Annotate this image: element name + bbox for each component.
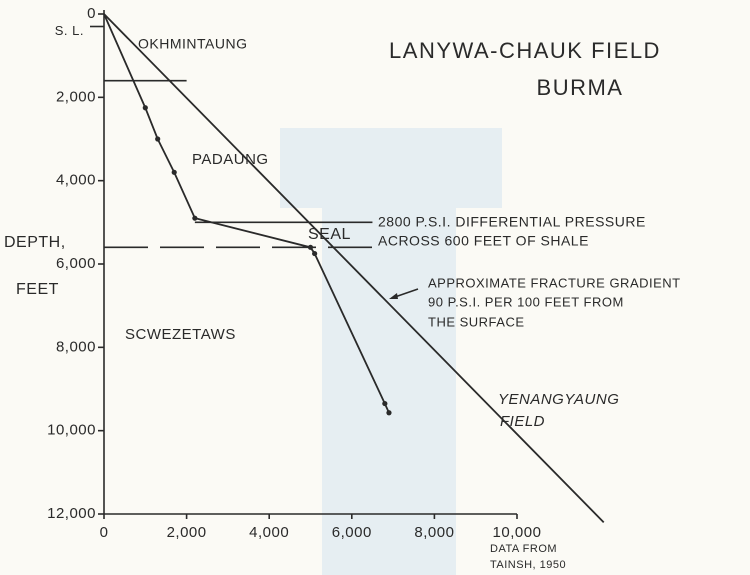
- x-tick-label: 0: [100, 524, 109, 541]
- annotation: THE SURFACE: [428, 314, 525, 329]
- data-point: [171, 169, 177, 175]
- annotation: ACROSS 600 FEET OF SHALE: [378, 233, 589, 249]
- y-tick-label: 10,000: [47, 422, 96, 439]
- data-point: [312, 250, 318, 257]
- y-axis-label: FEET: [16, 281, 59, 298]
- y-tick-label: 2,000: [56, 88, 96, 105]
- annotation: APPROXIMATE FRACTURE GRADIENT: [428, 275, 681, 290]
- y-tick-label: 0: [87, 5, 96, 22]
- data-point: [155, 136, 161, 142]
- data-point: [382, 400, 388, 407]
- series-line: [103, 13, 605, 523]
- y-tick-label: 8,000: [56, 338, 96, 355]
- formation-label: SEAL: [308, 226, 351, 243]
- data-point: [192, 215, 198, 221]
- x-tick-label: 4,000: [249, 524, 289, 541]
- chart-title: LANYWA-CHAUK FIELD: [389, 38, 661, 63]
- shading: [322, 208, 456, 575]
- annotation: OKHMINTAUNG: [138, 36, 247, 52]
- data-point: [386, 410, 392, 416]
- x-tick-label: 6,000: [332, 524, 372, 541]
- y-tick-label: 12,000: [47, 505, 96, 522]
- x-tick-label: 8,000: [414, 524, 454, 541]
- data-point: [307, 244, 314, 250]
- chart-subtitle: BURMA: [537, 75, 624, 100]
- annotation: FIELD: [500, 413, 545, 430]
- annotation: SCWEZETAWS: [125, 326, 236, 343]
- data-point: [142, 105, 148, 111]
- sea-level-label: S. L.: [55, 23, 84, 38]
- shading: [280, 128, 502, 208]
- x-tick-label: 2,000: [167, 524, 207, 541]
- annotation: 90 P.S.I. PER 100 FEET FROM: [428, 294, 624, 309]
- y-axis-label: DEPTH,: [4, 234, 66, 251]
- annotation: TAINSH, 1950: [490, 559, 566, 571]
- annotation: 2800 P.S.I. DIFFERENTIAL PRESSURE: [378, 214, 646, 230]
- annotation: PADAUNG: [192, 151, 269, 168]
- arrow-head: [389, 293, 398, 299]
- annotation: YENANGYAUNG: [498, 391, 619, 408]
- y-tick-label: 4,000: [56, 172, 96, 189]
- annotation: DATA FROM: [490, 543, 557, 555]
- x-tick-label: 10,000: [493, 524, 542, 541]
- y-tick-label: 6,000: [56, 255, 96, 272]
